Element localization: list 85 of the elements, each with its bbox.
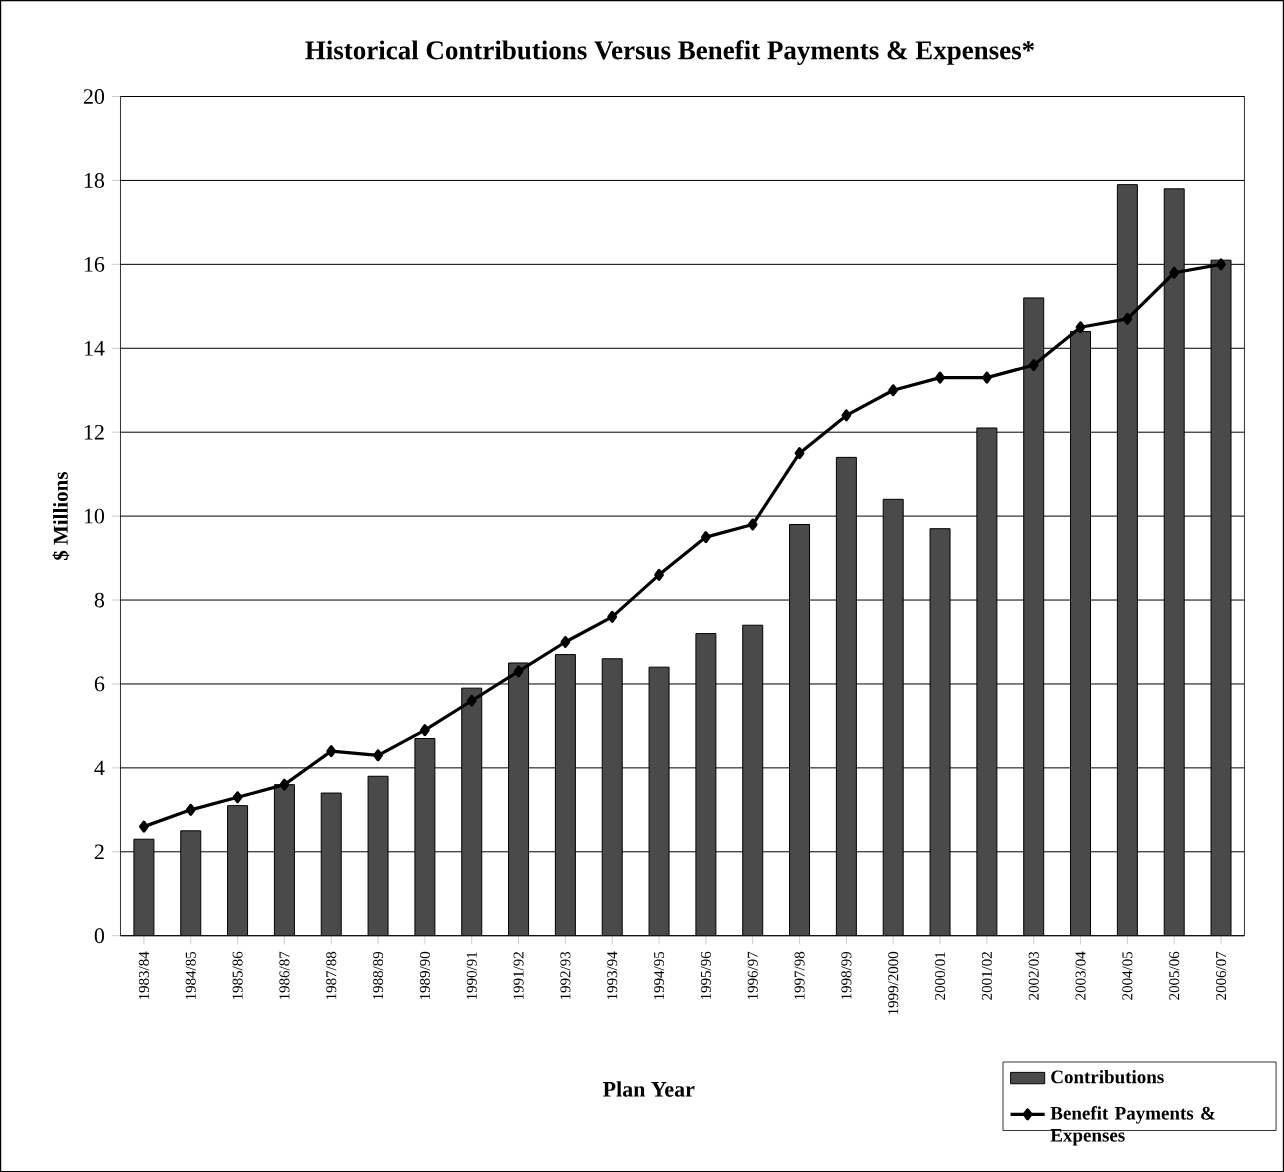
- y-tick-label: 12: [84, 424, 104, 440]
- bar: [554, 654, 576, 936]
- bar: [929, 528, 951, 936]
- x-tick-label: 1999/2000: [888, 951, 899, 1015]
- point: [700, 531, 711, 544]
- point: [935, 371, 945, 384]
- x-tick-label: 1984/85: [185, 951, 196, 1000]
- y-tick-label: 4: [94, 760, 105, 776]
- bar: [273, 784, 295, 936]
- bar: [742, 624, 764, 936]
- y-tick-label: 6: [94, 676, 105, 692]
- bar: [1116, 184, 1138, 936]
- legend-label: Benefit Payments & Expenses: [1050, 1106, 1215, 1146]
- point: [1169, 266, 1180, 279]
- legend-label: Contributions: [1051, 1069, 1164, 1084]
- point: [466, 694, 477, 707]
- point: [654, 568, 664, 581]
- y-tick-label: 18: [84, 172, 105, 188]
- x-tick-label: 1995/96: [700, 951, 711, 1000]
- x-tick-label: 1993/94: [607, 951, 618, 1000]
- bar: [1023, 297, 1045, 936]
- x-tick-label: 1990/91: [466, 952, 477, 1000]
- bar: [320, 792, 342, 936]
- y-tick-label: 8: [94, 592, 105, 608]
- bar: [180, 830, 202, 936]
- y-tick-label: 16: [84, 256, 105, 272]
- x-tick-label: 1998/99: [841, 951, 852, 1000]
- bar: [461, 687, 483, 936]
- chart-title: Historical Contributions Versus Benefit Payments & Expenses*: [305, 40, 1035, 65]
- point: [560, 635, 571, 648]
- bar: [789, 523, 811, 936]
- x-tick-label: 1986/87: [279, 951, 290, 1000]
- point: [888, 384, 899, 397]
- point: [513, 665, 524, 678]
- point: [139, 820, 149, 833]
- point: [1075, 321, 1086, 334]
- x-tick-label: 1983/84: [138, 951, 149, 1000]
- point: [981, 371, 992, 384]
- x-tick-label: 1996/97: [747, 951, 758, 1000]
- point: [1216, 258, 1226, 271]
- bar: [882, 498, 904, 936]
- bar: [695, 633, 717, 936]
- x-tick-label: 2000/01: [934, 952, 946, 1000]
- y-tick-label: 2: [94, 844, 104, 860]
- y-tick-label: 20: [83, 89, 105, 104]
- bar: [835, 456, 857, 936]
- x-tick-label: 1987/88: [326, 951, 337, 1000]
- bar: [508, 662, 530, 936]
- y-tick-label: 10: [84, 508, 105, 524]
- point: [420, 724, 430, 737]
- point: [279, 778, 290, 791]
- y-tick-label: 0: [94, 928, 105, 944]
- x-tick-label: 2006/07: [1215, 951, 1227, 1000]
- x-tick-label: 1991/92: [513, 952, 524, 1000]
- bar: [648, 666, 670, 936]
- point: [1028, 359, 1039, 371]
- point: [607, 610, 618, 623]
- bar: [1070, 330, 1092, 936]
- x-tick-label: 1994/95: [654, 951, 665, 1000]
- x-tick-label: 2005/06: [1169, 951, 1180, 1000]
- point: [326, 745, 337, 758]
- x-tick-label: 1997/98: [794, 951, 805, 1000]
- point: [794, 447, 805, 460]
- x-tick-label: 2002/03: [1028, 951, 1039, 1000]
- bar: [414, 737, 436, 936]
- x-axis-title: Plan Year: [603, 1081, 695, 1097]
- point: [1122, 312, 1133, 325]
- bar: [1163, 188, 1185, 936]
- y-axis-title: $ Millions: [52, 472, 70, 560]
- bar: [601, 658, 623, 936]
- point: [373, 749, 383, 762]
- bar: [976, 427, 998, 936]
- point: [747, 518, 758, 531]
- point: [841, 409, 852, 422]
- x-tick-label: 1988/89: [373, 951, 384, 1000]
- y-tick-label: 14: [84, 340, 105, 356]
- x-tick-label: 1992/93: [560, 951, 571, 1000]
- x-tick-label: 1985/86: [232, 951, 243, 1000]
- bar: [227, 805, 249, 936]
- point: [185, 803, 196, 816]
- point: [232, 791, 243, 804]
- x-tick-label: 2004/05: [1122, 951, 1133, 1000]
- x-tick-label: 2003/04: [1075, 951, 1086, 1000]
- x-tick-label: 2001/02: [981, 952, 992, 1000]
- x-tick-label: 1989/90: [419, 951, 430, 1000]
